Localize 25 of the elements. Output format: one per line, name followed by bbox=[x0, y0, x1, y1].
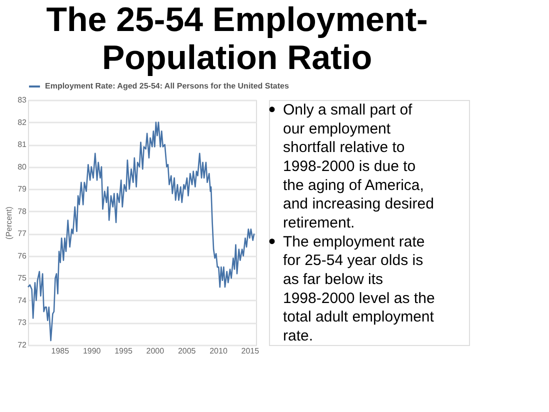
chart-title: The 25-54 Employment-Population Ratio bbox=[46, 1, 428, 77]
y-tick-label: 82 bbox=[18, 118, 28, 127]
y-tick-label: 81 bbox=[18, 140, 28, 150]
x-tick-label: 2015 bbox=[241, 346, 260, 356]
legend-label: Employment Rate: Aged 25-54: All Persons for the United States bbox=[45, 82, 290, 90]
text: The employment rate for 25-54 year olds is as far below its 1998-2000 level as the total adult employment rate. bbox=[283, 233, 435, 345]
y-tick-label: 76 bbox=[18, 251, 28, 260]
y-axis-title: (Percent) bbox=[4, 206, 14, 240]
y-tick-label: 79 bbox=[18, 184, 28, 194]
x-tick-label: 2010 bbox=[210, 346, 228, 356]
text: Only a small part of our employment shortfall relative to 1998-2000 is due to the aging of America, and increasing desired retirement. bbox=[283, 101, 434, 232]
y-tick-label: 74 bbox=[18, 296, 28, 305]
line-series bbox=[27, 122, 255, 342]
y-tick-label: 78 bbox=[18, 206, 28, 216]
x-tick-label: 2000 bbox=[146, 346, 165, 356]
y-tick-label: 75 bbox=[18, 274, 28, 283]
x-tick-label: 1985 bbox=[51, 346, 70, 356]
y-tick-label: 83 bbox=[18, 96, 28, 104]
y-tick-label: 72 bbox=[18, 340, 28, 350]
x-tick-label: 2005 bbox=[178, 346, 196, 356]
y-tick-label: 77 bbox=[18, 229, 28, 238]
x-tick-label: 1990 bbox=[82, 346, 102, 356]
y-tick-label: 80 bbox=[18, 162, 28, 172]
y-tick-label: 73 bbox=[18, 318, 28, 328]
x-tick-label: 1995 bbox=[114, 346, 133, 356]
